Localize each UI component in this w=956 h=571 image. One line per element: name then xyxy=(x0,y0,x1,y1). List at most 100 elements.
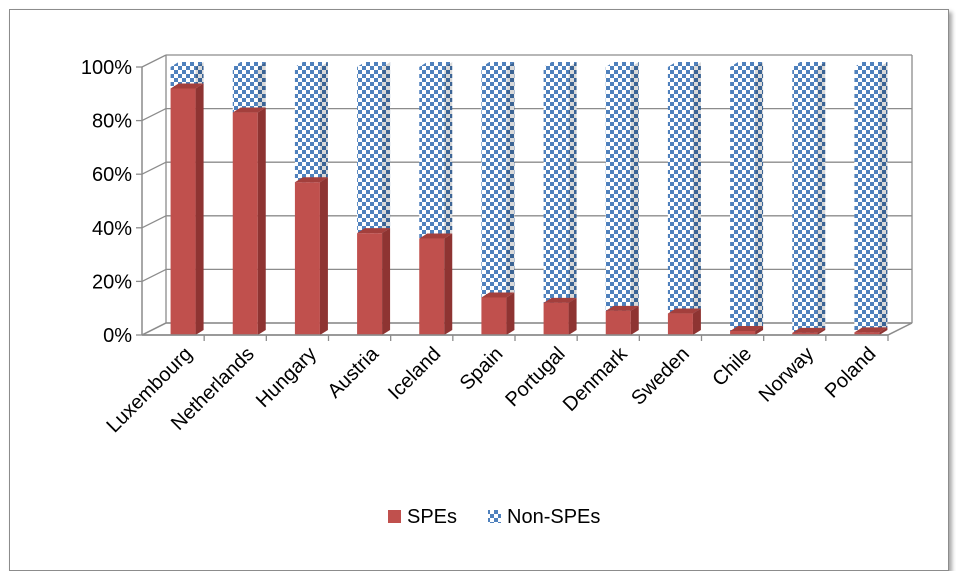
bar-nonspe-side xyxy=(692,62,701,314)
legend-swatch-spes xyxy=(388,510,401,523)
bar-spe-side xyxy=(879,327,888,335)
x-tick-label: Norway xyxy=(755,343,818,406)
bar-spe-top xyxy=(854,327,888,333)
bar-nonspe xyxy=(854,67,880,333)
bar-nonspe-top xyxy=(419,62,453,67)
bar-spe-side xyxy=(444,233,453,335)
chart-frame: 0% 20% 40% 60% 80% 100% Luxembourg Netherlands H… xyxy=(9,9,949,571)
bar-spe xyxy=(543,302,569,335)
grid-layer xyxy=(141,54,913,336)
bar-spe-top xyxy=(605,305,639,311)
bar-nonspe xyxy=(232,67,258,113)
bar-nonspe-side xyxy=(319,62,328,183)
bar-nonspe-top xyxy=(543,62,577,67)
bar-spe xyxy=(854,332,880,335)
bar-spe-top xyxy=(357,228,391,234)
bar-nonspe xyxy=(543,67,569,303)
y-tick-label: 100% xyxy=(81,57,132,79)
legend-layer: SPEs Non-SPEs xyxy=(388,506,600,528)
bar-spe-side xyxy=(755,325,764,335)
bar-nonspe-side xyxy=(257,62,266,113)
legend-swatch-nonspes xyxy=(488,510,501,523)
bar-nonspe-side xyxy=(382,62,391,234)
x-tick-label: Denmark xyxy=(559,342,633,416)
bar-nonspe xyxy=(792,67,818,333)
bar-nonspe xyxy=(170,67,196,89)
bar-nonspe-side xyxy=(817,62,826,333)
bar-spe-side xyxy=(257,107,266,335)
y-tick-label: 0% xyxy=(103,325,132,347)
x-tick-label: Chile xyxy=(708,343,756,391)
bar-spe-side xyxy=(568,297,577,335)
bar-nonspe-top xyxy=(481,62,515,67)
x-tick-label: Sweden xyxy=(627,343,694,410)
legend-label-nonspes: Non-SPEs xyxy=(507,506,600,528)
bar-spe xyxy=(667,313,693,335)
bar-spe-top xyxy=(481,292,515,298)
gridline-side xyxy=(141,108,167,122)
x-tick-label: Spain xyxy=(456,343,508,395)
bar-nonspe-top xyxy=(667,62,701,67)
bar-nonspe-top xyxy=(854,62,888,67)
bar-spe-side xyxy=(692,308,701,335)
bar-spe xyxy=(419,238,445,335)
stacked-bar-chart: 0%20%40%60%80%100%LuxembourgNetherlandsH… xyxy=(81,54,913,528)
y-tick-label: 60% xyxy=(92,164,132,186)
gridline-side xyxy=(141,215,167,229)
bar-nonspe-side xyxy=(506,62,515,298)
bar-nonspe-top xyxy=(730,62,764,67)
bar-nonspe xyxy=(419,67,445,239)
bar-nonspe xyxy=(481,67,507,298)
bar-spe-top xyxy=(667,308,701,314)
bar-spe xyxy=(605,310,631,335)
bar-spe-top xyxy=(419,233,453,239)
bar-spe xyxy=(481,297,507,335)
bar-spe-top xyxy=(730,325,764,331)
bar-nonspe xyxy=(357,67,383,234)
bar-spe-top xyxy=(294,177,328,183)
x-tick-label: Poland xyxy=(821,343,881,403)
bar-nonspe xyxy=(730,67,756,331)
bar-nonspe-side xyxy=(444,62,453,239)
bar-spe-side xyxy=(506,292,515,335)
bar-spe xyxy=(357,233,383,335)
bar-spe-top xyxy=(170,83,204,89)
y-tick-label: 20% xyxy=(92,271,132,293)
bar-nonspe-side xyxy=(879,62,888,333)
bar-spe-side xyxy=(195,83,204,335)
x-tick-label: Iceland xyxy=(384,343,445,404)
bar-spe-side xyxy=(382,228,391,335)
bar-spe-top xyxy=(232,107,266,113)
gridline-side xyxy=(141,268,167,282)
bar-nonspe-top xyxy=(232,62,266,67)
legend-label-spes: SPEs xyxy=(407,506,457,528)
bar-nonspe-top xyxy=(792,62,826,67)
bar-nonspe-side xyxy=(755,62,764,331)
y-tick-label: 80% xyxy=(92,111,132,133)
bar-spe-side xyxy=(630,305,639,335)
bar-spe-top xyxy=(543,297,577,303)
bar-spe xyxy=(232,112,258,335)
bar-nonspe-top xyxy=(605,62,639,67)
bar-nonspe xyxy=(294,67,320,183)
bar-nonspe-side xyxy=(195,62,204,89)
bar-spe xyxy=(792,332,818,335)
bar-spe xyxy=(294,182,320,335)
gridline-side xyxy=(141,322,167,336)
bar-nonspe-top xyxy=(294,62,328,67)
bar-spe-side xyxy=(817,327,826,335)
y-tick-label: 40% xyxy=(92,218,132,240)
bar-spe xyxy=(170,88,196,335)
bar-spe-side xyxy=(319,177,328,335)
x-tick-label: Hungary xyxy=(252,343,321,412)
gridline-side xyxy=(141,54,167,68)
x-tick-label: Austria xyxy=(324,342,384,402)
bar-nonspe-side xyxy=(568,62,577,303)
bar-nonspe xyxy=(605,67,631,311)
gridline-side xyxy=(141,161,167,175)
bar-spe xyxy=(730,330,756,335)
bar-nonspe-top xyxy=(170,62,204,67)
bars-layer xyxy=(170,62,888,335)
bar-nonspe xyxy=(667,67,693,314)
bar-nonspe-side xyxy=(630,62,639,311)
